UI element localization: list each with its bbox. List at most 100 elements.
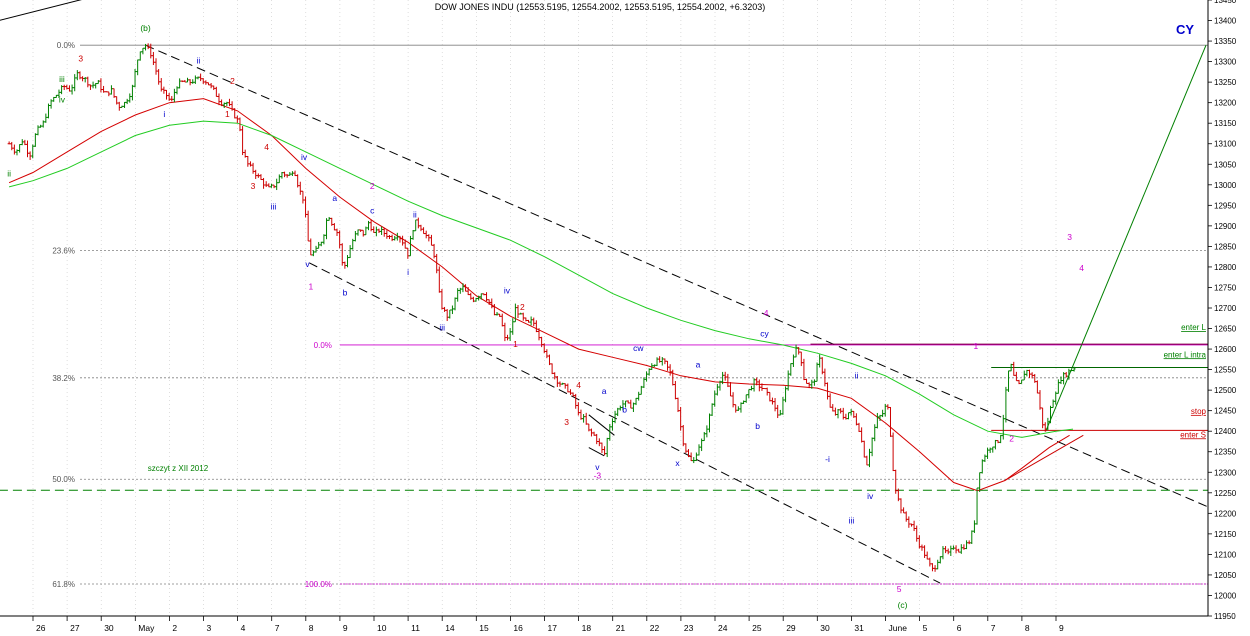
y-tick-label: 12450 (1214, 407, 1237, 416)
wave-label: b (622, 405, 627, 415)
x-tick-label: 30 (820, 623, 830, 633)
trendline (0, 0, 82, 21)
wave-label: a (602, 386, 607, 396)
corner-label: CY (1176, 22, 1194, 37)
wave-label: 1 (513, 339, 518, 349)
x-tick-label: 21 (616, 623, 626, 633)
y-tick-label: 13450 (1214, 0, 1237, 5)
fib-level-label: 50.0% (52, 475, 75, 484)
wave-label: a (332, 193, 337, 203)
x-tick-label: 16 (513, 623, 523, 633)
x-tick-label: 17 (548, 623, 558, 633)
wave-label: 2 (230, 76, 235, 86)
x-tick-label: 8 (309, 623, 314, 633)
wave-label: b (343, 288, 348, 298)
x-tick-label: 24 (718, 623, 728, 633)
wave-label: ii (855, 371, 859, 381)
y-tick-label: 13300 (1214, 58, 1237, 67)
wave-label: 3 (251, 181, 256, 191)
y-tick-label: 13200 (1214, 99, 1237, 108)
x-tick-label: 30 (104, 623, 114, 633)
y-tick-label: 13100 (1214, 140, 1237, 149)
level-annotation: enter L (1181, 323, 1206, 332)
x-tick-label: 3 (207, 623, 212, 633)
moving-average-line (8, 98, 1070, 492)
y-tick-label: 13350 (1214, 37, 1237, 46)
wave-label: iii (439, 323, 445, 333)
wave-label: 2 (520, 302, 525, 312)
wave-label: iv (301, 152, 308, 162)
trendline (1004, 434, 1084, 481)
y-tick-label: 13050 (1214, 160, 1237, 169)
wave-label: x (675, 458, 680, 468)
wave-label: iv (867, 491, 874, 501)
wave-label: v (305, 259, 310, 269)
fib-level-label: 61.8% (52, 580, 75, 589)
y-tick-label: 12350 (1214, 448, 1237, 457)
wave-label: i (163, 109, 165, 119)
wave-label: 1 (973, 341, 978, 351)
y-tick-label: 12650 (1214, 325, 1237, 334)
y-tick-label: 12950 (1214, 201, 1237, 210)
y-tick-label: 12850 (1214, 242, 1237, 251)
wave-label: cw (633, 343, 644, 353)
y-tick-label: 11950 (1214, 612, 1236, 621)
y-tick-label: 12600 (1214, 345, 1237, 354)
x-tick-label: May (138, 623, 155, 633)
wave-label: 5 (897, 584, 902, 594)
y-tick-label: 13400 (1214, 17, 1237, 26)
x-tick-label: 9 (1059, 623, 1064, 633)
wave-label: iii (271, 201, 277, 211)
y-tick-label: 12900 (1214, 222, 1237, 231)
wave-label: 3 (78, 54, 83, 64)
x-tick-label: 10 (377, 623, 387, 633)
y-tick-label: 12400 (1214, 427, 1237, 436)
wave-label: iv (59, 95, 66, 105)
chart-title: DOW JONES INDU (12553.5195, 12554.2002, … (435, 2, 765, 12)
y-tick-label: 12750 (1214, 283, 1237, 292)
level-annotation: enter L intra (1164, 350, 1207, 359)
fib-level-label: 38.2% (52, 374, 75, 383)
level-annotation: stop (1191, 407, 1207, 416)
x-tick-label: 9 (343, 623, 348, 633)
x-tick-label: 8 (1025, 623, 1030, 633)
x-tick-label: June (889, 623, 908, 633)
y-tick-label: 12150 (1214, 530, 1237, 539)
wave-label: cy (760, 329, 769, 339)
trendline (1045, 45, 1207, 432)
y-tick-label: 12300 (1214, 468, 1237, 477)
x-tick-label: 31 (854, 623, 864, 633)
wave-label: (c) (898, 600, 908, 610)
x-tick-label: 14 (445, 623, 455, 633)
trendline (308, 262, 941, 584)
wave-label: (b) (140, 23, 151, 33)
wave-label: ii (7, 169, 11, 179)
wave-label: -i (825, 454, 830, 464)
wave-label: 2 (370, 181, 375, 191)
y-tick-label: 12050 (1214, 571, 1237, 580)
wave-label: i (407, 267, 409, 277)
y-tick-label: 12100 (1214, 550, 1237, 559)
y-tick-label: 12700 (1214, 304, 1237, 313)
wave-label: -3 (594, 470, 602, 480)
wave-label: 2 (1009, 433, 1014, 443)
wave-label: 3 (1067, 232, 1072, 242)
x-tick-label: 5 (923, 623, 928, 633)
y-tick-label: 13250 (1214, 78, 1237, 87)
y-tick-label: 12200 (1214, 509, 1237, 518)
x-tick-label: 7 (275, 623, 280, 633)
x-tick-label: 26 (36, 623, 46, 633)
x-tick-label: 25 (752, 623, 762, 633)
x-tick-label: 4 (241, 623, 246, 633)
wave-label: 4 (576, 380, 581, 390)
x-tick-label: 22 (650, 623, 660, 633)
x-tick-label: 23 (684, 623, 694, 633)
wave-label: 3 (564, 417, 569, 427)
magenta-level-label: 0.0% (314, 341, 332, 350)
trendline (588, 447, 605, 457)
wave-label: szczyt z XII 2012 (148, 464, 209, 473)
wave-label: iii (59, 74, 65, 84)
wave-label: 1 (225, 109, 230, 119)
